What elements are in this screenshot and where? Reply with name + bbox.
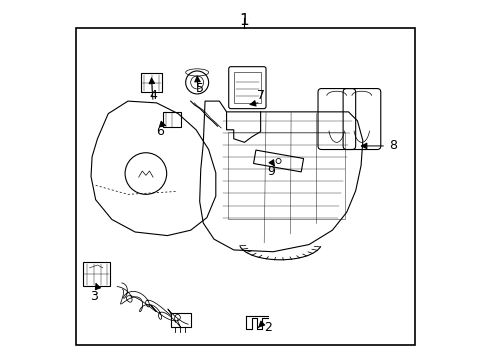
Bar [163,112,181,127]
Bar [76,28,414,345]
Text: 8: 8 [388,139,397,152]
Text: 1: 1 [239,13,249,28]
Bar [234,72,260,103]
Bar [83,262,110,286]
Text: 2: 2 [264,320,271,333]
Text: 4: 4 [149,89,157,102]
Text: 5: 5 [195,82,203,95]
Text: 6: 6 [156,125,164,138]
Text: 3: 3 [90,290,98,303]
Bar [228,132,344,220]
Text: 7: 7 [256,89,264,102]
Bar [140,73,162,92]
Text: 9: 9 [267,165,275,177]
Bar [171,314,190,327]
